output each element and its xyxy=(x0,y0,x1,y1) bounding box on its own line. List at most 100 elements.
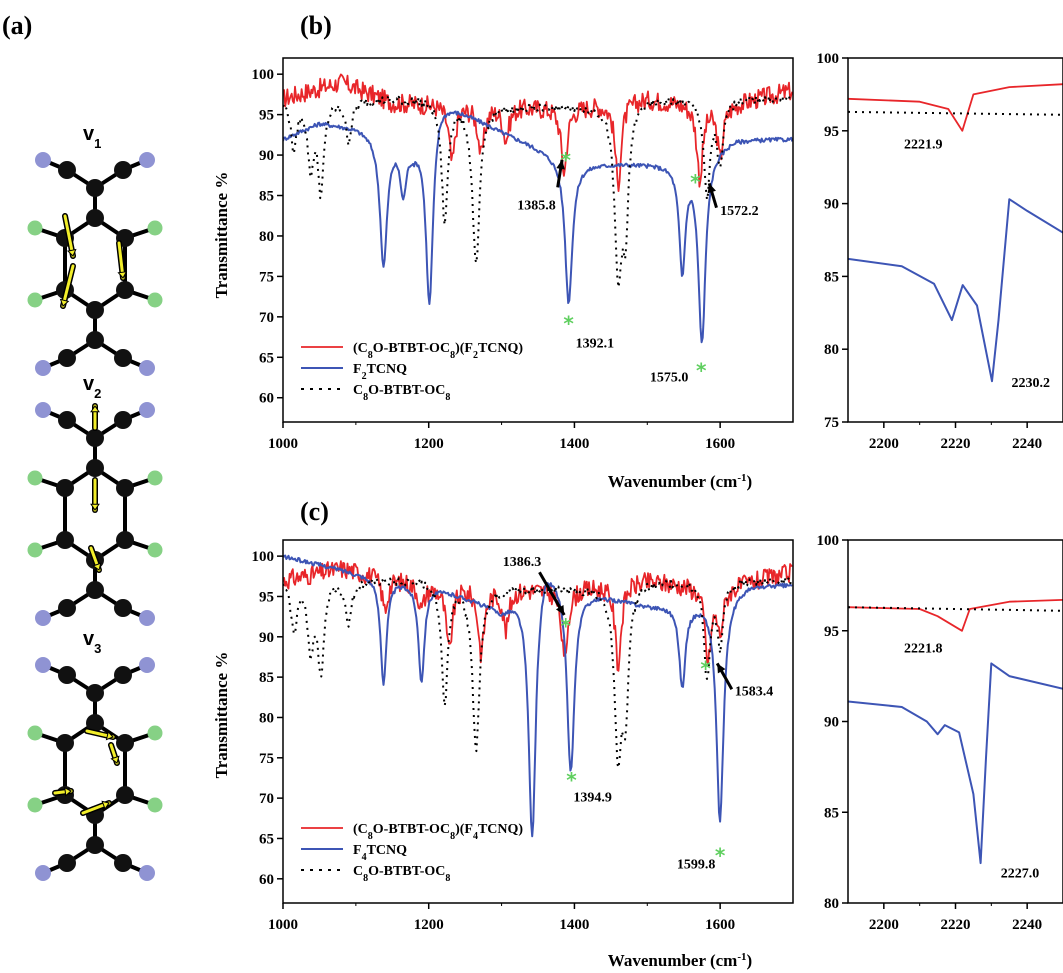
mol0-carbon-11 xyxy=(86,301,104,319)
b-main-legend-label-1-part-2: TCNQ xyxy=(367,362,408,377)
c-ylabel-group: Transmittance % xyxy=(212,652,231,779)
mol1-carbon-8 xyxy=(116,479,134,497)
mol1-fluorine-1 xyxy=(147,470,163,486)
mol0-arrowhead-0 xyxy=(66,248,77,257)
b-main-legend-label-0-part-0: (C xyxy=(353,341,368,356)
molecule-2: v2 xyxy=(27,373,163,626)
b-main-ytick-label-8: 100 xyxy=(252,67,275,83)
mol1-nitrogen-1 xyxy=(139,402,155,418)
mol2-nitrogen-0 xyxy=(35,657,51,673)
mol0-carbon-1 xyxy=(114,161,132,179)
c-main-legend-label-0-part-2: O-BTBT-OC xyxy=(373,822,450,837)
c-ann-1394: 1394.9 xyxy=(573,790,612,805)
b-inset-xtick-label-1: 2220 xyxy=(941,436,971,452)
mol0-nitrogen-2 xyxy=(35,360,51,376)
molecule-label-sub-2: 2 xyxy=(94,386,101,401)
b-inset-ann-2221: 2221.9 xyxy=(904,137,943,152)
b-main-legend-label-2-part-1: 8 xyxy=(363,392,368,403)
b-x-axis-title: Wavenumber (cm-1) xyxy=(608,472,752,491)
mol2-carbon-1 xyxy=(114,666,132,684)
c-inset-xtick-label-2: 2240 xyxy=(1012,917,1042,933)
b-main-series-2 xyxy=(283,94,793,289)
b-main-ytick-label-2: 70 xyxy=(259,310,274,326)
mol2-carbon-5 xyxy=(86,836,104,854)
b-main-legend-label-0-part-2: O-BTBT-OC xyxy=(373,341,450,356)
mol2-carbon-7 xyxy=(56,734,74,752)
c-main-xtick-label-0: 1000 xyxy=(268,917,298,933)
mol0-arrowhead-2 xyxy=(117,271,128,279)
b-main-ytick-label-3: 75 xyxy=(259,269,274,285)
b-star-1572: * xyxy=(690,170,701,194)
c-star-1599: * xyxy=(715,844,726,868)
c-main-ytick-label-0: 60 xyxy=(259,872,274,888)
mol0-carbon-3 xyxy=(114,349,132,367)
c-inset-ytick-label-0: 80 xyxy=(824,896,839,912)
c-main-legend-label-2-part-1: 8 xyxy=(363,873,368,884)
mol2-nitrogen-3 xyxy=(139,865,155,881)
molecule-label-v-3: v xyxy=(83,628,95,650)
c-main-ytick-label-1: 65 xyxy=(259,831,274,847)
b-ann-1575: 1575.0 xyxy=(650,371,689,386)
mol2-fluorine-1 xyxy=(147,725,163,741)
c-inset-ytick-label-4: 100 xyxy=(817,533,840,549)
c-main-frame xyxy=(282,539,794,904)
mol0-carbon-4 xyxy=(86,179,104,197)
b-main-xtick-label-3: 1600 xyxy=(705,436,735,452)
mol0-arrow-1 xyxy=(61,264,75,308)
mol2-carbon-8 xyxy=(116,734,134,752)
panel-label-a: (a) xyxy=(2,11,32,40)
mol2-carbon-0 xyxy=(58,666,76,684)
b-ann-1385: 1385.8 xyxy=(517,198,556,213)
mol0-carbon-0 xyxy=(58,161,76,179)
mol1-arrowhead-0 xyxy=(90,405,100,413)
b-star-1385: * xyxy=(560,148,571,172)
b-star-1392: * xyxy=(563,312,574,336)
c-main-legend-label-1-part-1: 4 xyxy=(362,852,367,863)
b-inset-ann-2230: 2230.2 xyxy=(1012,376,1051,391)
b-inset-xtick-label-0: 2200 xyxy=(869,436,899,452)
mol0-carbon-6 xyxy=(86,209,104,227)
mol1-nitrogen-2 xyxy=(35,610,51,626)
b-ann-1572: 1572.2 xyxy=(720,204,759,219)
mol1-fluorine-3 xyxy=(147,542,163,558)
c-main-ytick-label-4: 80 xyxy=(259,710,274,726)
b-main-legend-label-0-part-6: TCNQ) xyxy=(478,341,523,356)
b-inset-frame xyxy=(847,57,1063,423)
mol2-carbon-2 xyxy=(58,854,76,872)
mol2-carbon-6 xyxy=(86,714,104,732)
molecule-label-3: v3 xyxy=(83,628,101,656)
molecule-label-2: v2 xyxy=(83,373,101,401)
b-main-legend-label-0: (C8O-BTBT-OC8)(F2TCNQ) xyxy=(353,341,523,361)
mol2-carbon-4 xyxy=(86,684,104,702)
b-main-chart: 1000 1200 1400 16006065707580859095100(C8O-… xyxy=(252,57,794,452)
mol0-fluorine-1 xyxy=(147,220,163,236)
mol0-fluorine-2 xyxy=(27,292,43,308)
mol2-carbon-3 xyxy=(114,854,132,872)
b-main-ytick-label-0: 60 xyxy=(259,391,274,407)
c-main-ytick-label-5: 85 xyxy=(259,670,274,686)
molecule-3: v3 xyxy=(27,628,163,881)
b-main-xtick-label-1: 1200 xyxy=(414,436,444,452)
mol2-arrowhead-1 xyxy=(110,755,120,764)
molecule-label-v-2: v xyxy=(83,373,95,395)
mol2-arrowhead-3 xyxy=(101,800,110,810)
c-main-legend-label-0-part-0: (C xyxy=(353,822,368,837)
c-main-series-0 xyxy=(283,560,793,672)
c-x-axis-title-main: Wavenumber (cm xyxy=(608,951,738,970)
molecule-label-sub-1: 1 xyxy=(94,136,101,151)
c-inset-ytick-label-1: 85 xyxy=(824,805,839,821)
mol2-arrowhead-0 xyxy=(105,730,114,741)
c-inset-ann-2227: 2227.0 xyxy=(1001,867,1040,882)
c-main-series-group xyxy=(283,554,793,838)
b-main-legend-label-1-part-0: F xyxy=(353,362,362,377)
c-main-ytick-label-7: 95 xyxy=(259,589,274,605)
c-inset-series-1 xyxy=(848,662,1063,865)
c-x-axis-title-sup: -1 xyxy=(737,951,746,963)
c-x-axis-title: Wavenumber (cm-1) xyxy=(608,951,752,970)
c-star-1386: * xyxy=(560,614,571,638)
c-inset-chart: 2200 2220 2240 80 85 90 95 100 2221.8 2227.0 xyxy=(817,533,1063,933)
b-inset-ytick-label-3: 90 xyxy=(824,197,839,213)
